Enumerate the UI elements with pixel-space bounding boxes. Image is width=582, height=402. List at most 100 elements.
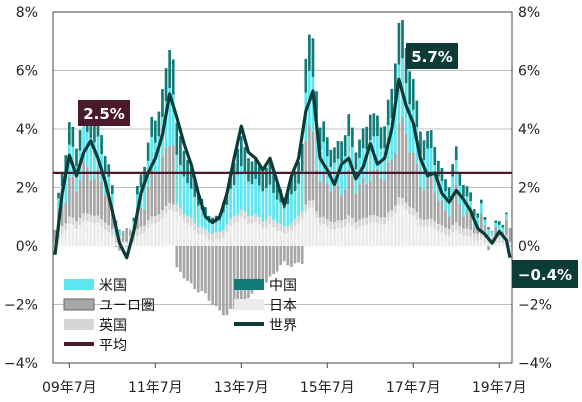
- bar-segment: [250, 246, 254, 294]
- bar-segment: [458, 233, 462, 246]
- bar-segment: [358, 227, 361, 246]
- bar-segment: [128, 230, 132, 236]
- bar-segment: [186, 223, 189, 246]
- bar-segment: [257, 165, 261, 186]
- bar-segment: [361, 225, 365, 246]
- bar-segment: [93, 142, 96, 179]
- bar-segment: [93, 178, 96, 216]
- bar-segment: [426, 226, 429, 246]
- bar-segment: [419, 187, 422, 219]
- bar-segment: [340, 141, 343, 162]
- bar-segment: [218, 246, 222, 311]
- bar-segment: [186, 215, 189, 224]
- bar-segment: [451, 232, 455, 246]
- bar-segment: [479, 239, 483, 246]
- bar-segment: [164, 147, 168, 206]
- bar-segment: [275, 183, 279, 200]
- bar-segment: [311, 131, 315, 201]
- bar-segment: [365, 224, 369, 246]
- bar-segment: [196, 226, 200, 235]
- bar-segment: [454, 184, 458, 223]
- bar-segment: [354, 193, 358, 223]
- bar-segment: [218, 231, 222, 240]
- bar-segment: [501, 243, 505, 246]
- bar-segment: [497, 221, 501, 225]
- bar-segment: [85, 220, 89, 246]
- legend-label: ユーロ圏: [99, 298, 155, 314]
- bar-segment: [247, 223, 250, 246]
- bar-segment: [261, 172, 265, 192]
- bar-segment: [469, 229, 472, 238]
- bar-segment: [365, 149, 369, 185]
- bar-segment: [125, 241, 128, 244]
- bar-segment: [279, 246, 283, 266]
- bar-segment: [397, 123, 401, 198]
- bar-segment: [243, 173, 247, 212]
- bar-segment: [200, 234, 204, 246]
- bar-segment: [57, 198, 60, 211]
- bar-segment: [96, 136, 100, 170]
- bar-segment: [229, 246, 232, 310]
- bar-segment: [143, 232, 146, 246]
- legend-swatch: [64, 279, 94, 290]
- bar-segment: [286, 233, 290, 246]
- bar-segment: [139, 226, 143, 234]
- bar-segment: [429, 130, 433, 149]
- bar-segment: [268, 216, 272, 224]
- bar-segment: [107, 164, 111, 177]
- bar-segment: [451, 164, 455, 177]
- bar-segment: [75, 221, 78, 229]
- callout-label: 5.7%: [411, 48, 453, 66]
- bar-segment: [286, 225, 290, 234]
- bar-segment: [175, 154, 179, 205]
- bar-segment: [397, 22, 401, 65]
- bar-segment: [236, 148, 240, 175]
- bar-segment: [143, 166, 146, 183]
- bar-segment: [153, 120, 157, 143]
- bar-segment: [394, 205, 397, 213]
- bar-segment: [103, 222, 107, 231]
- bar-segment: [404, 134, 408, 203]
- bar-segment: [257, 246, 261, 286]
- bar-segment: [347, 215, 351, 223]
- bar-segment: [293, 218, 297, 227]
- bar-segment: [207, 232, 211, 240]
- bar-segment: [250, 223, 254, 246]
- bar-segment: [476, 241, 480, 246]
- bar-segment: [232, 246, 236, 310]
- bar-segment: [505, 219, 508, 236]
- bar-segment: [433, 147, 437, 166]
- bar-segment: [275, 223, 279, 231]
- callouts: 2.5% 5.7% −0.4%: [78, 43, 578, 288]
- bar-segment: [447, 187, 451, 199]
- bar-segment: [304, 211, 308, 246]
- bar-segment: [422, 189, 426, 220]
- bar-segment: [196, 234, 200, 246]
- bar-segment: [204, 207, 207, 215]
- y-tick-left: −4%: [4, 356, 38, 372]
- bar-segment: [225, 224, 229, 233]
- x-tick-label: 17年7月: [386, 380, 441, 396]
- bar-segment: [290, 223, 293, 231]
- bar-segment: [397, 197, 401, 205]
- bar-segment: [153, 174, 157, 217]
- legend-label: 米国: [99, 278, 127, 294]
- bar-segment: [71, 176, 75, 218]
- bar-segment: [157, 172, 161, 215]
- bar-segment: [265, 226, 268, 246]
- bar-segment: [168, 145, 171, 203]
- bar-segment: [476, 233, 480, 242]
- bar-segment: [390, 118, 394, 161]
- bar-segment: [57, 238, 60, 246]
- bar-segment: [354, 222, 358, 230]
- x-tick-label: 15年7月: [300, 380, 355, 396]
- bar-segment: [257, 185, 261, 217]
- bar-segment: [383, 148, 386, 180]
- bar-segment: [440, 167, 444, 182]
- bar-segment: [196, 246, 200, 293]
- bar-segment: [211, 223, 214, 235]
- bar-segment: [239, 166, 243, 210]
- y-tick-left: −2%: [4, 298, 38, 314]
- bar-segment: [505, 214, 508, 220]
- bar-segment: [401, 197, 404, 206]
